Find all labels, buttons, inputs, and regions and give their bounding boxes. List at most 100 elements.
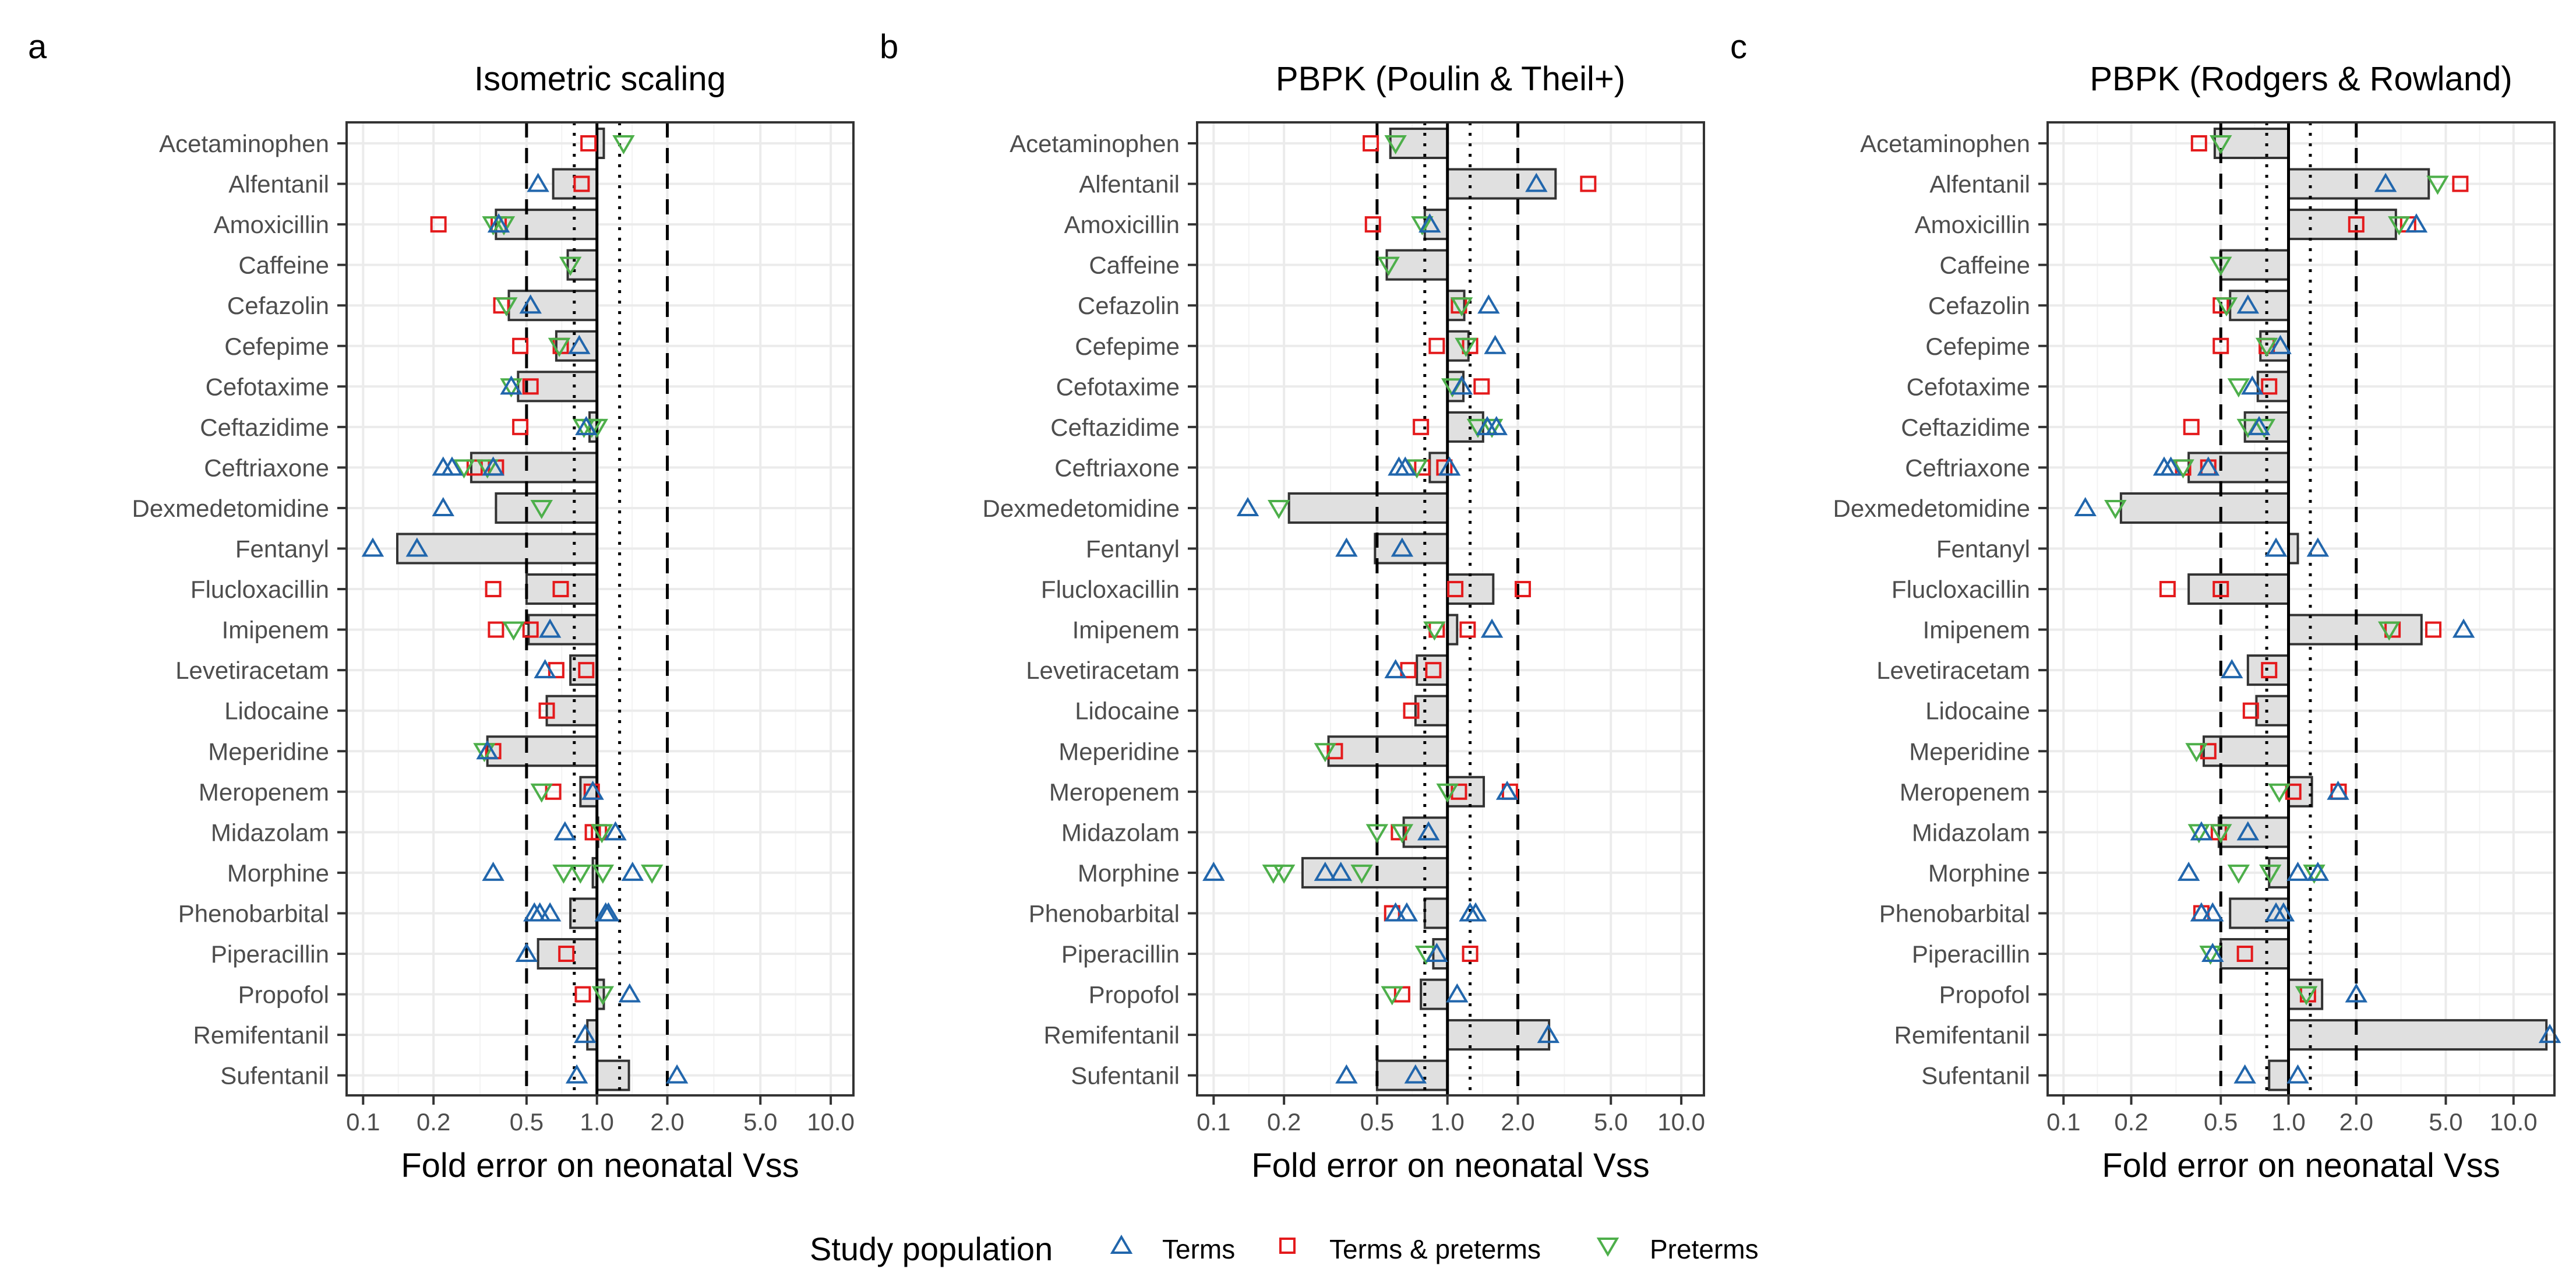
legend: Study population Terms Terms & preterms …: [810, 1231, 1759, 1267]
terms-and-preterms-marker: [2452, 175, 2469, 192]
terms-and-preterms-marker: [1473, 378, 1490, 395]
drug-label: Midazolam: [211, 819, 329, 846]
terms-marker: [440, 456, 464, 476]
drug-label: Fentanyl: [235, 535, 329, 563]
terms-and-preterms-marker: [485, 581, 502, 598]
terms-marker: [2236, 821, 2260, 841]
preterms-marker: [2227, 378, 2250, 398]
terms-marker: [487, 213, 510, 233]
drug-label: Remifentanil: [1044, 1021, 1180, 1049]
drug-label: Remifentanil: [193, 1021, 329, 1049]
terms-and-preterms-marker: [512, 337, 529, 354]
terms-marker: [2159, 456, 2182, 476]
drug-label: Flucloxacillin: [1892, 576, 2030, 603]
x-tick-label: 1.0: [580, 1108, 614, 1136]
preterms-marker: [590, 824, 613, 844]
terms-marker: [534, 659, 556, 679]
drug-label: Phenobarbital: [1879, 900, 2030, 927]
terms-marker: [2327, 780, 2349, 800]
terms-and-preterms-marker: [2261, 378, 2278, 395]
terms-and-preterms-marker: [2159, 581, 2176, 598]
fold-error-bar: [2119, 492, 2290, 524]
panel-title: PBPK (Rodgers & Rowland): [2090, 60, 2512, 98]
drug-label: Meropenem: [1900, 778, 2030, 806]
terms-marker: [2241, 375, 2264, 395]
preterms-marker: [530, 783, 553, 803]
drug-label: Alfentanil: [1929, 171, 2030, 198]
fold-error-bar: [2187, 573, 2290, 605]
category-labels: Acetaminophen Alfentanil Amoxicillin Caffei…: [132, 130, 347, 1090]
preterms-marker: [548, 337, 571, 357]
terms-and-preterms-marker: [512, 418, 529, 435]
fold-error-bar: [1375, 1059, 1449, 1091]
terms-marker: [1404, 1064, 1427, 1084]
preterms-marker: [1377, 256, 1400, 276]
fold-error-bar: [507, 290, 598, 322]
fold-error-bar: [2287, 209, 2397, 241]
terms-marker: [1202, 861, 1225, 881]
preterms-marker: [1436, 783, 1459, 803]
terms-and-preterms-marker: [2236, 946, 2253, 962]
terms-marker: [2074, 496, 2097, 516]
terms-marker: [1464, 902, 1487, 922]
terms-marker: [519, 294, 542, 314]
terms-and-preterms-marker: [574, 986, 591, 1003]
fold-error-bar: [1402, 816, 1449, 848]
drug-label: Remifentanil: [1894, 1021, 2030, 1049]
terms-marker: [1477, 294, 1500, 314]
terms-and-preterms-marker: [2285, 783, 2302, 800]
terms-and-preterms-marker: [522, 621, 539, 638]
x-tick-label: 0.1: [346, 1108, 380, 1136]
fold-error-bar: [1446, 411, 1484, 443]
terms-marker: [575, 415, 598, 435]
preterms-marker: [2104, 499, 2127, 519]
terms-marker: [604, 821, 627, 841]
drug-label: Morphine: [227, 859, 329, 887]
preterms-marker: [1350, 864, 1373, 884]
drug-label: Levetiracetam: [1026, 657, 1180, 684]
legend-label: Terms & preterms: [1329, 1234, 1541, 1264]
drug-label: Ceftriaxone: [1054, 454, 1180, 481]
drug-label: Morphine: [1928, 859, 2030, 887]
terms-marker: [538, 618, 562, 638]
terms-marker: [2272, 902, 2295, 922]
x-tick-label: 0.5: [1360, 1108, 1394, 1136]
x-tick-label: 2.0: [650, 1108, 684, 1136]
legend-symbol-square: [1279, 1238, 1296, 1254]
fold-error-bar: [525, 573, 598, 605]
preterms-marker: [559, 256, 582, 276]
legend-label: Terms: [1162, 1234, 1235, 1264]
terms-and-preterms-marker: [1413, 418, 1430, 435]
legend-title: Study population: [810, 1231, 1053, 1267]
x-axis-label: Fold error on neonatal Vss: [1251, 1147, 1649, 1185]
terms-and-preterms-marker: [1459, 621, 1476, 638]
drug-label: Cefazolin: [227, 292, 329, 319]
fold-error-bar: [2246, 654, 2290, 686]
drug-label: Propofol: [238, 981, 329, 1009]
drug-label: Amoxicillin: [1915, 211, 2030, 238]
preterms-marker: [569, 864, 592, 884]
x-tick-label: 0.2: [2114, 1108, 2148, 1136]
fold-error-bar: [517, 371, 598, 403]
panel-b: b PBPK (Poulin & Theil+) Acetaminophen Al…: [880, 28, 1705, 1185]
fold-error-bar: [595, 1059, 630, 1091]
fold-error-bar: [1446, 1019, 1551, 1051]
x-tick-label: 5.0: [1594, 1108, 1628, 1136]
terms-marker: [2190, 821, 2213, 841]
fold-error-bar: [1432, 938, 1449, 970]
preterms-marker: [2268, 783, 2291, 803]
terms-marker: [476, 740, 499, 760]
x-tick-label: 10.0: [807, 1108, 855, 1136]
fold-error-bar: [579, 776, 598, 808]
preterms-marker: [1365, 824, 1389, 844]
terms-and-preterms-marker: [1580, 175, 1597, 192]
terms-and-preterms-marker: [580, 135, 597, 151]
fold-error-bar: [1414, 695, 1449, 727]
drug-label: Sufentanil: [220, 1062, 329, 1090]
drug-label: Phenobarbital: [178, 900, 329, 927]
drug-label: Amoxicillin: [214, 211, 329, 238]
x-tick-label: 2.0: [1501, 1108, 1534, 1136]
terms-marker: [1110, 1235, 1133, 1254]
terms-marker: [1418, 213, 1441, 233]
